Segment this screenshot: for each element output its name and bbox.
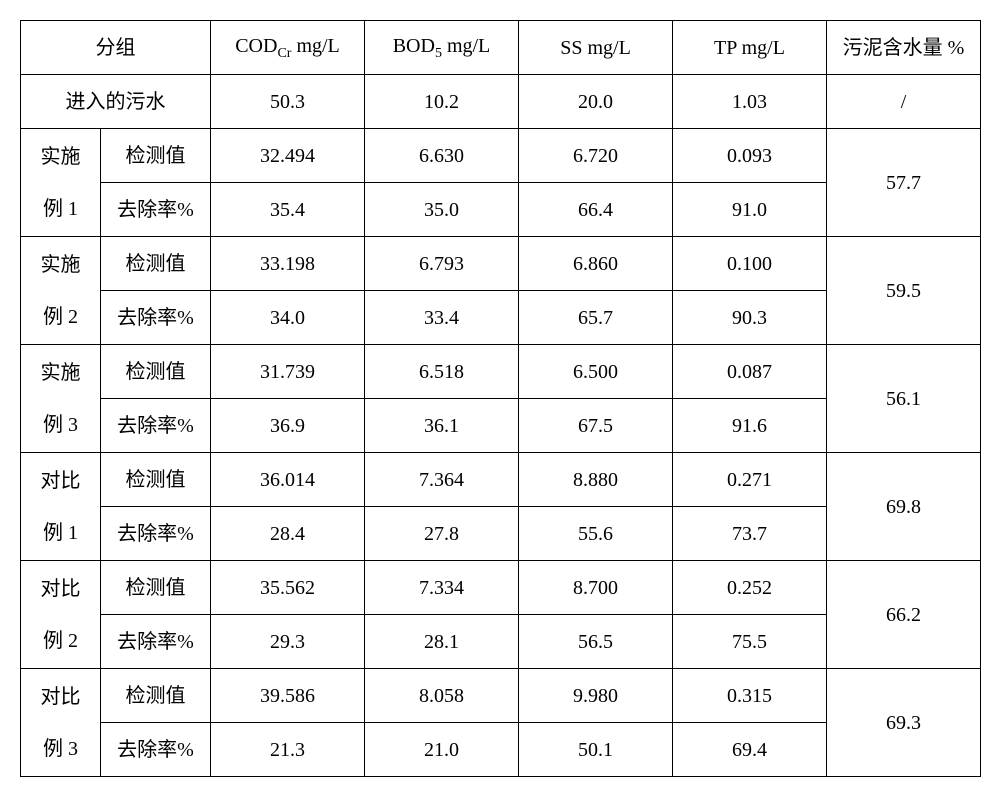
header-sludge: 污泥含水量 % [827,21,981,75]
influent-ss: 20.0 [519,75,673,129]
cell-cod-removal: 34.0 [211,291,365,345]
row-label-removal: 去除率% [101,291,211,345]
cell-tp-detected: 0.100 [673,237,827,291]
cell-cod-detected: 39.586 [211,669,365,723]
influent-label: 进入的污水 [21,75,211,129]
influent-cod: 50.3 [211,75,365,129]
group-name: 实施例 3 [21,345,101,453]
group-name: 实施例 2 [21,237,101,345]
cell-ss-removal: 65.7 [519,291,673,345]
row-label-removal: 去除率% [101,183,211,237]
header-bod: BOD5 mg/L [365,21,519,75]
cell-bod-detected: 8.058 [365,669,519,723]
cell-tp-removal: 69.4 [673,723,827,777]
cell-sludge: 69.8 [827,453,981,561]
row-label-removal: 去除率% [101,399,211,453]
header-cod: CODCr mg/L [211,21,365,75]
cell-bod-detected: 6.793 [365,237,519,291]
cell-cod-detected: 32.494 [211,129,365,183]
group-name: 对比例 2 [21,561,101,669]
cell-bod-removal: 33.4 [365,291,519,345]
cell-tp-removal: 90.3 [673,291,827,345]
cell-tp-removal: 91.0 [673,183,827,237]
header-group: 分组 [21,21,211,75]
cell-bod-removal: 35.0 [365,183,519,237]
cell-cod-removal: 36.9 [211,399,365,453]
cell-bod-removal: 36.1 [365,399,519,453]
cell-sludge: 66.2 [827,561,981,669]
cell-cod-detected: 35.562 [211,561,365,615]
cell-bod-removal: 21.0 [365,723,519,777]
cell-ss-removal: 56.5 [519,615,673,669]
cell-cod-removal: 35.4 [211,183,365,237]
cell-tp-detected: 0.093 [673,129,827,183]
cell-bod-detected: 6.518 [365,345,519,399]
cell-cod-detected: 33.198 [211,237,365,291]
cell-bod-detected: 6.630 [365,129,519,183]
group-name: 对比例 1 [21,453,101,561]
cell-bod-detected: 7.364 [365,453,519,507]
row-label-removal: 去除率% [101,507,211,561]
row-label-detected: 检测值 [101,453,211,507]
row-label-detected: 检测值 [101,345,211,399]
cell-bod-detected: 7.334 [365,561,519,615]
cell-cod-removal: 29.3 [211,615,365,669]
cell-tp-removal: 75.5 [673,615,827,669]
cell-sludge: 59.5 [827,237,981,345]
row-label-detected: 检测值 [101,237,211,291]
cell-sludge: 69.3 [827,669,981,777]
results-table: 分组CODCr mg/LBOD5 mg/LSS mg/LTP mg/L污泥含水量… [20,20,981,777]
cell-cod-removal: 21.3 [211,723,365,777]
cell-tp-detected: 0.315 [673,669,827,723]
cell-tp-removal: 73.7 [673,507,827,561]
group-name: 对比例 3 [21,669,101,777]
cell-ss-removal: 50.1 [519,723,673,777]
header-ss: SS mg/L [519,21,673,75]
row-label-detected: 检测值 [101,129,211,183]
cell-ss-detected: 6.500 [519,345,673,399]
cell-cod-detected: 36.014 [211,453,365,507]
cell-bod-removal: 27.8 [365,507,519,561]
cell-sludge: 56.1 [827,345,981,453]
row-label-removal: 去除率% [101,615,211,669]
row-label-detected: 检测值 [101,561,211,615]
cell-ss-removal: 55.6 [519,507,673,561]
cell-cod-removal: 28.4 [211,507,365,561]
row-label-removal: 去除率% [101,723,211,777]
cell-ss-detected: 6.860 [519,237,673,291]
cell-ss-detected: 9.980 [519,669,673,723]
row-label-detected: 检测值 [101,669,211,723]
group-name: 实施例 1 [21,129,101,237]
cell-tp-detected: 0.252 [673,561,827,615]
influent-sludge: / [827,75,981,129]
cell-ss-detected: 8.880 [519,453,673,507]
header-tp: TP mg/L [673,21,827,75]
cell-ss-detected: 6.720 [519,129,673,183]
cell-cod-detected: 31.739 [211,345,365,399]
cell-sludge: 57.7 [827,129,981,237]
cell-tp-removal: 91.6 [673,399,827,453]
cell-tp-detected: 0.087 [673,345,827,399]
cell-ss-removal: 67.5 [519,399,673,453]
cell-bod-removal: 28.1 [365,615,519,669]
cell-ss-removal: 66.4 [519,183,673,237]
cell-ss-detected: 8.700 [519,561,673,615]
cell-tp-detected: 0.271 [673,453,827,507]
influent-bod: 10.2 [365,75,519,129]
influent-tp: 1.03 [673,75,827,129]
